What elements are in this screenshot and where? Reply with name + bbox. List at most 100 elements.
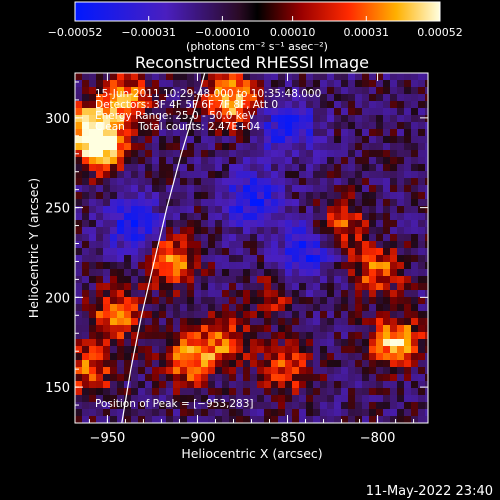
heatmap-cell — [236, 178, 244, 186]
heatmap-cell — [173, 262, 181, 270]
heatmap-cell — [250, 402, 258, 410]
heatmap-cell — [327, 269, 335, 277]
heatmap-cell — [222, 122, 230, 130]
heatmap-cell — [285, 94, 293, 102]
heatmap-cell — [222, 192, 230, 200]
heatmap-cell — [201, 262, 209, 270]
heatmap-cell — [145, 136, 153, 144]
heatmap-cell — [138, 220, 146, 228]
heatmap-cell — [313, 94, 321, 102]
heatmap-cell — [96, 367, 104, 375]
heatmap-cell — [152, 234, 160, 242]
heatmap-cell — [173, 87, 181, 95]
heatmap-cell — [215, 346, 223, 354]
heatmap-cell — [243, 332, 251, 340]
heatmap-cell — [320, 143, 328, 151]
heatmap-cell — [299, 325, 307, 333]
heatmap-cell — [215, 73, 223, 81]
heatmap-cell — [166, 178, 174, 186]
heatmap-cell — [411, 262, 419, 270]
heatmap-cell — [117, 122, 125, 130]
heatmap-cell — [152, 178, 160, 186]
heatmap-cell — [152, 199, 160, 207]
heatmap-cell — [341, 304, 349, 312]
heatmap-cell — [257, 255, 265, 263]
heatmap-cell — [257, 73, 265, 81]
heatmap-cell — [257, 318, 265, 326]
heatmap-cell — [194, 374, 202, 382]
heatmap-cell — [236, 192, 244, 200]
heatmap-cell — [145, 262, 153, 270]
heatmap-cell — [201, 199, 209, 207]
heatmap-cell — [327, 332, 335, 340]
heatmap-cell — [82, 73, 90, 81]
heatmap-cell — [411, 234, 419, 242]
heatmap-cell — [327, 129, 335, 137]
heatmap-cell — [362, 94, 370, 102]
heatmap-cell — [348, 234, 356, 242]
heatmap-cell — [397, 80, 405, 88]
heatmap-cell — [383, 346, 391, 354]
heatmap-cell — [411, 332, 419, 340]
heatmap-cell — [110, 108, 118, 116]
heatmap-cell — [229, 157, 237, 165]
heatmap-cell — [425, 367, 428, 375]
heatmap-cell — [152, 164, 160, 172]
heatmap-cell — [187, 73, 195, 81]
heatmap-cell — [390, 255, 398, 263]
heatmap-cell — [425, 171, 428, 179]
heatmap-cell — [159, 80, 167, 88]
heatmap-cell — [383, 115, 391, 123]
heatmap-cell — [117, 73, 125, 81]
heatmap-cell — [327, 150, 335, 158]
heatmap-cell — [418, 367, 426, 375]
heatmap-cell — [271, 150, 279, 158]
heatmap-cell — [327, 409, 335, 417]
heatmap-cell — [313, 318, 321, 326]
heatmap-cell — [117, 178, 125, 186]
heatmap-cell — [257, 276, 265, 284]
heatmap-cell — [271, 381, 279, 389]
heatmap-cell — [208, 318, 216, 326]
heatmap-cell — [131, 304, 139, 312]
heatmap-cell — [124, 115, 132, 123]
heatmap-cell — [285, 136, 293, 144]
heatmap-cell — [201, 87, 209, 95]
heatmap-cell — [355, 416, 363, 423]
heatmap-cell — [201, 388, 209, 396]
heatmap-cell — [292, 101, 300, 109]
heatmap-cell — [124, 143, 132, 151]
heatmap-cell — [355, 129, 363, 137]
heatmap-cell — [411, 283, 419, 291]
heatmap-cell — [208, 213, 216, 221]
heatmap-cell — [404, 374, 412, 382]
heatmap-cell — [201, 339, 209, 347]
heatmap-cell — [159, 311, 167, 319]
heatmap-cell — [201, 318, 209, 326]
heatmap-cell — [299, 276, 307, 284]
heatmap-cell — [201, 136, 209, 144]
heatmap-cell — [397, 108, 405, 116]
heatmap-cell — [348, 346, 356, 354]
heatmap-cell — [145, 297, 153, 305]
heatmap-cell — [117, 297, 125, 305]
heatmap-cell — [271, 213, 279, 221]
heatmap-cell — [103, 87, 111, 95]
heatmap-cell — [271, 241, 279, 249]
heatmap-cell — [173, 213, 181, 221]
heatmap-cell — [250, 199, 258, 207]
heatmap-cell — [82, 206, 90, 214]
heatmap-cell — [117, 332, 125, 340]
heatmap-cell — [215, 318, 223, 326]
heatmap-cell — [334, 360, 342, 368]
heatmap-cell — [236, 360, 244, 368]
heatmap-cell — [208, 150, 216, 158]
heatmap-cell — [299, 192, 307, 200]
heatmap-cell — [362, 87, 370, 95]
heatmap-cell — [187, 143, 195, 151]
heatmap-cell — [222, 325, 230, 333]
heatmap-cell — [313, 325, 321, 333]
heatmap-cell — [418, 143, 426, 151]
heatmap-cell — [418, 234, 426, 242]
heatmap-cell — [138, 94, 146, 102]
